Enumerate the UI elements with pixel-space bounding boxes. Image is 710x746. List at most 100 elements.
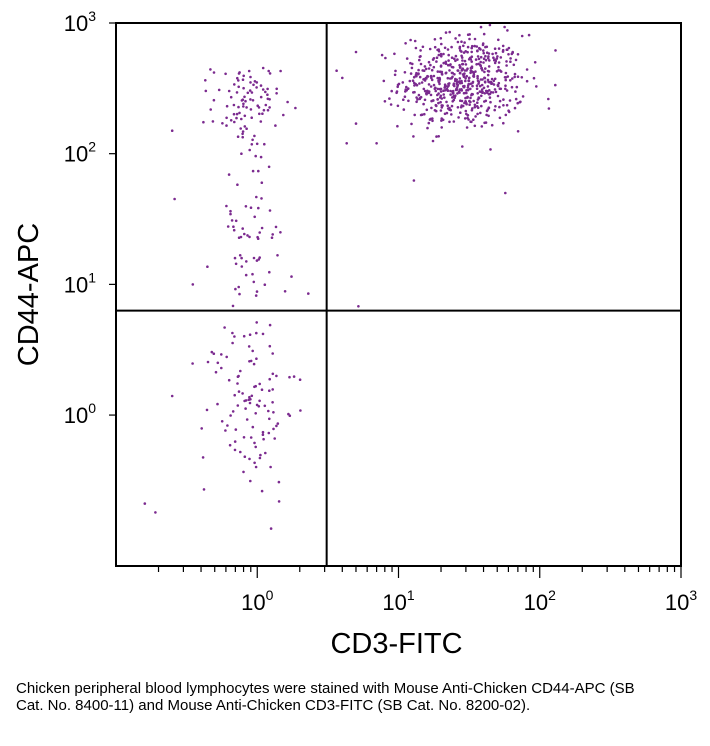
- data-point: [220, 420, 224, 423]
- data-point: [425, 92, 428, 96]
- data-point: [505, 103, 509, 107]
- data-point: [275, 92, 278, 95]
- data-point: [456, 106, 460, 109]
- data-point: [268, 270, 271, 274]
- data-point: [257, 206, 260, 210]
- data-point: [255, 321, 258, 324]
- data-point: [232, 225, 235, 228]
- data-point: [458, 77, 462, 80]
- data-point: [259, 155, 263, 159]
- data-point: [268, 106, 271, 109]
- data-point: [458, 47, 462, 50]
- data-point: [243, 399, 246, 403]
- data-point: [465, 101, 468, 105]
- data-point: [484, 89, 488, 93]
- data-point: [479, 60, 483, 64]
- data-point: [472, 73, 476, 76]
- data-point: [469, 120, 472, 123]
- data-point: [466, 50, 469, 54]
- data-point: [463, 41, 466, 44]
- data-point: [412, 135, 415, 138]
- data-point: [513, 106, 517, 110]
- data-point: [470, 92, 474, 96]
- data-point: [407, 99, 410, 103]
- data-point: [440, 126, 444, 129]
- data-point: [204, 79, 207, 82]
- data-point: [485, 109, 489, 113]
- data-point: [226, 225, 230, 228]
- data-point: [455, 88, 459, 91]
- data-point: [480, 94, 483, 98]
- data-point: [236, 404, 240, 407]
- data-point: [200, 427, 203, 430]
- x-tick-label: 101: [382, 587, 414, 615]
- data-point: [456, 83, 460, 86]
- data-point: [439, 109, 443, 112]
- data-point: [516, 53, 520, 56]
- data-point: [520, 76, 524, 79]
- data-point: [460, 89, 464, 92]
- data-point: [229, 414, 232, 417]
- data-point: [258, 256, 262, 259]
- data-point: [504, 78, 508, 82]
- data-point: [233, 83, 236, 86]
- data-point: [447, 53, 451, 57]
- data-point: [418, 82, 421, 85]
- data-point: [238, 254, 242, 257]
- data-point: [440, 117, 444, 120]
- data-point: [252, 362, 256, 366]
- data-point: [510, 85, 514, 89]
- data-point: [466, 116, 469, 120]
- data-point: [554, 83, 557, 87]
- data-point: [427, 60, 431, 64]
- data-point: [431, 117, 434, 120]
- data-point: [243, 455, 247, 459]
- data-point: [298, 378, 302, 382]
- data-point: [480, 88, 484, 91]
- data-point: [439, 94, 443, 98]
- data-point: [244, 273, 248, 277]
- data-point: [475, 84, 479, 87]
- data-point: [257, 169, 260, 173]
- data-point: [242, 86, 245, 90]
- data-point: [488, 96, 492, 99]
- data-point: [440, 42, 443, 46]
- data-point: [494, 51, 498, 55]
- data-point: [255, 290, 259, 293]
- data-point: [257, 106, 261, 109]
- data-point: [249, 479, 252, 483]
- data-point: [261, 433, 265, 437]
- data-point: [443, 89, 447, 92]
- data-point: [261, 332, 265, 336]
- data-point: [275, 424, 278, 428]
- data-point: [444, 84, 447, 88]
- data-point: [450, 65, 454, 69]
- data-point: [456, 69, 460, 72]
- data-point: [497, 69, 500, 72]
- data-point: [435, 135, 438, 138]
- data-point: [448, 108, 451, 111]
- data-point: [260, 197, 263, 200]
- data-point: [237, 72, 241, 75]
- data-point: [515, 85, 519, 89]
- data-point: [249, 75, 252, 79]
- data-point: [404, 42, 407, 45]
- data-point: [403, 95, 407, 98]
- data-point: [290, 275, 293, 278]
- data-point: [252, 83, 255, 87]
- data-point: [242, 105, 245, 108]
- data-point: [495, 57, 499, 60]
- data-point: [260, 388, 264, 392]
- data-point: [345, 142, 349, 145]
- data-point: [154, 511, 157, 514]
- data-point: [478, 84, 482, 88]
- data-point: [220, 366, 223, 370]
- data-point: [241, 135, 244, 139]
- data-point: [390, 89, 394, 93]
- data-point: [249, 398, 252, 401]
- data-point: [535, 85, 538, 88]
- data-point: [482, 51, 486, 55]
- data-point: [404, 88, 408, 91]
- data-point: [216, 361, 220, 365]
- data-point: [483, 81, 487, 84]
